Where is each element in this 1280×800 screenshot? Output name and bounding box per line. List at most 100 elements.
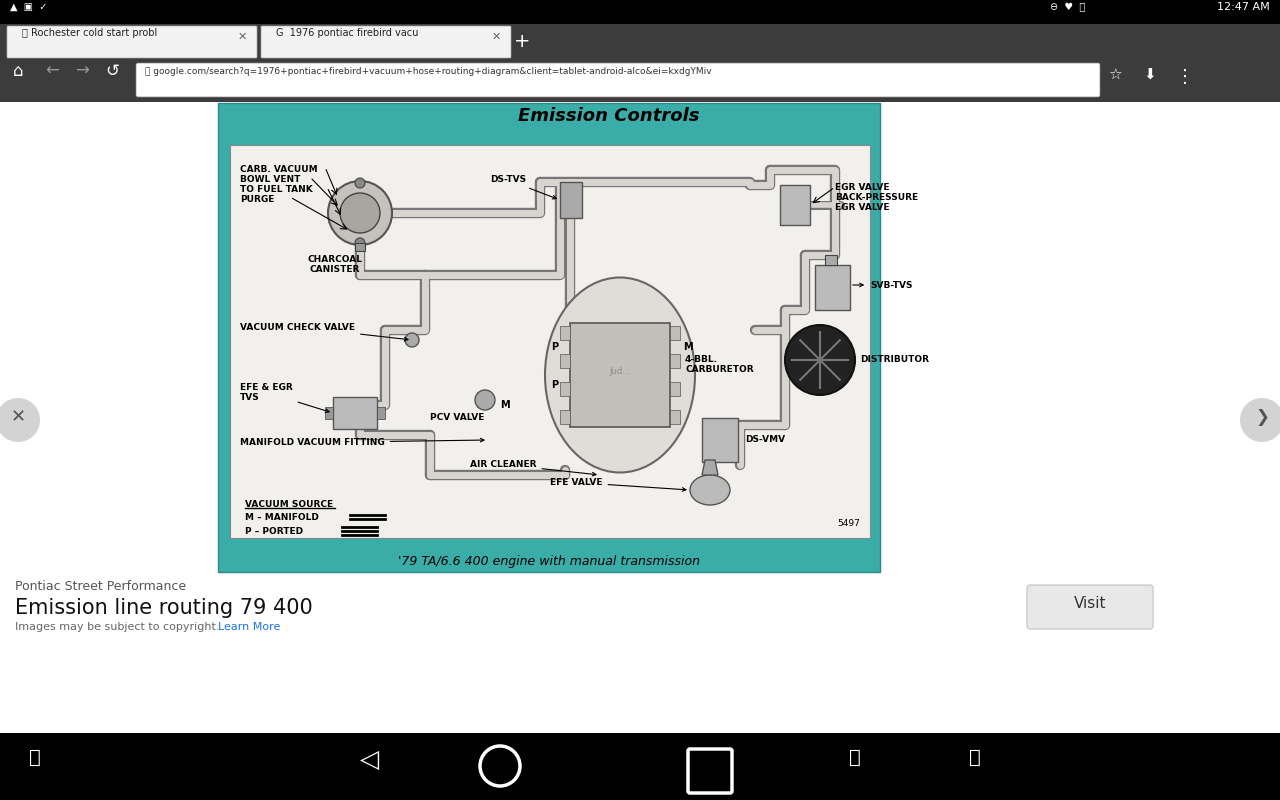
- Text: ⌂: ⌂: [13, 62, 23, 80]
- Text: Emission line routing 79 400: Emission line routing 79 400: [15, 598, 312, 618]
- Text: 📷: 📷: [29, 748, 41, 767]
- Text: ⋮: ⋮: [1176, 68, 1194, 86]
- Text: 🔉: 🔉: [969, 748, 980, 767]
- Text: DISTRIBUTOR: DISTRIBUTOR: [860, 355, 929, 364]
- Circle shape: [785, 325, 855, 395]
- Text: G  1976 pontiac firebird vacu: G 1976 pontiac firebird vacu: [276, 28, 419, 38]
- Text: PURGE: PURGE: [241, 195, 274, 204]
- Bar: [0, 60, 1280, 102]
- Text: TO FUEL TANK: TO FUEL TANK: [241, 185, 312, 194]
- Bar: [561, 354, 570, 368]
- Text: Visit: Visit: [1074, 596, 1106, 611]
- Text: CANISTER: CANISTER: [310, 265, 360, 274]
- Text: AIR CLEANER: AIR CLEANER: [470, 460, 596, 476]
- Text: Jud...: Jud...: [609, 367, 631, 376]
- Text: Learn More: Learn More: [218, 622, 280, 632]
- Bar: [325, 407, 333, 419]
- Text: CARBURETOR: CARBURETOR: [685, 365, 754, 374]
- Bar: [0, 102, 1280, 733]
- Text: EFE & EGR
TVS: EFE & EGR TVS: [241, 382, 329, 413]
- Text: P: P: [552, 380, 558, 390]
- Bar: [780, 185, 810, 225]
- Text: VACUUM CHECK VALVE: VACUUM CHECK VALVE: [241, 322, 408, 341]
- Text: 4-BBL.: 4-BBL.: [685, 355, 718, 364]
- Text: ✕: ✕: [10, 408, 26, 426]
- Text: ✕: ✕: [237, 32, 247, 42]
- Polygon shape: [701, 460, 718, 475]
- Circle shape: [404, 333, 419, 347]
- Ellipse shape: [690, 475, 730, 505]
- Text: CARB. VACUUM: CARB. VACUUM: [241, 165, 317, 174]
- Bar: [570, 323, 669, 427]
- Text: Emission Controls: Emission Controls: [518, 107, 700, 125]
- Circle shape: [355, 238, 365, 248]
- Bar: [561, 410, 570, 424]
- Text: CHARCOAL: CHARCOAL: [307, 255, 362, 264]
- Text: ❯: ❯: [1256, 408, 1268, 426]
- Bar: [561, 326, 570, 340]
- Text: DS-TVS: DS-TVS: [490, 175, 557, 199]
- Circle shape: [475, 390, 495, 410]
- Text: P: P: [552, 342, 558, 352]
- Text: Pontiac Street Performance: Pontiac Street Performance: [15, 580, 186, 593]
- Circle shape: [1240, 398, 1280, 442]
- Bar: [230, 145, 870, 538]
- Bar: [333, 397, 378, 429]
- FancyBboxPatch shape: [6, 26, 257, 58]
- Text: ⬇: ⬇: [1143, 68, 1156, 83]
- Text: BACK-PRESSURE: BACK-PRESSURE: [835, 193, 918, 202]
- Text: →: →: [76, 62, 88, 80]
- Text: EFE VALVE: EFE VALVE: [550, 478, 686, 491]
- Bar: [378, 407, 385, 419]
- Bar: [561, 382, 570, 396]
- Bar: [669, 410, 680, 424]
- Text: ✕: ✕: [492, 32, 500, 42]
- Text: '79 TA/6.6 400 engine with manual transmission: '79 TA/6.6 400 engine with manual transm…: [398, 555, 700, 568]
- Bar: [826, 255, 837, 265]
- Bar: [669, 326, 680, 340]
- Bar: [0, 24, 1280, 60]
- Circle shape: [340, 193, 380, 233]
- Bar: [218, 103, 881, 572]
- Text: PCV VALVE: PCV VALVE: [430, 413, 484, 422]
- Circle shape: [328, 181, 392, 245]
- Bar: [669, 354, 680, 368]
- Text: ⊖  ♥  🔋: ⊖ ♥ 🔋: [1050, 2, 1085, 12]
- Text: Images may be subject to copyright.: Images may be subject to copyright.: [15, 622, 219, 632]
- Text: 🔥 Rochester cold start probl: 🔥 Rochester cold start probl: [22, 28, 157, 38]
- Text: ☆: ☆: [1108, 68, 1121, 83]
- Text: 5497: 5497: [837, 519, 860, 528]
- Text: EGR VALVE: EGR VALVE: [835, 183, 890, 192]
- Text: +: +: [513, 32, 530, 51]
- Text: ↺: ↺: [105, 62, 119, 80]
- Bar: [669, 382, 680, 396]
- FancyBboxPatch shape: [1027, 585, 1153, 629]
- Bar: [0, 733, 1280, 800]
- Text: M – MANIFOLD: M – MANIFOLD: [244, 513, 319, 522]
- Ellipse shape: [545, 278, 695, 473]
- Text: 🔈: 🔈: [849, 748, 861, 767]
- Text: ◁: ◁: [361, 748, 380, 772]
- Bar: [355, 243, 365, 251]
- Text: P – PORTED: P – PORTED: [244, 527, 303, 536]
- Text: M: M: [684, 342, 692, 352]
- Circle shape: [0, 398, 40, 442]
- Text: ←: ←: [45, 62, 59, 80]
- Bar: [815, 265, 850, 310]
- Bar: [0, 0, 1280, 24]
- Text: ▲  ▣  ✓: ▲ ▣ ✓: [10, 2, 47, 12]
- Circle shape: [355, 178, 365, 188]
- Text: EGR VALVE: EGR VALVE: [835, 203, 890, 212]
- Bar: [561, 182, 582, 218]
- Text: MANIFOLD VACUUM FITTING: MANIFOLD VACUUM FITTING: [241, 438, 484, 447]
- Text: M: M: [500, 400, 509, 410]
- Text: 🔒 google.com/search?q=1976+pontiac+firebird+vacuum+hose+routing+diagram&client=t: 🔒 google.com/search?q=1976+pontiac+fireb…: [145, 67, 712, 76]
- Text: DS-VMV: DS-VMV: [745, 435, 785, 444]
- Text: SVB-TVS: SVB-TVS: [852, 281, 913, 290]
- Text: 12:47 AM: 12:47 AM: [1217, 2, 1270, 12]
- Text: VACUUM SOURCE: VACUUM SOURCE: [244, 500, 333, 509]
- FancyBboxPatch shape: [136, 63, 1100, 97]
- FancyBboxPatch shape: [261, 26, 511, 58]
- Text: BOWL VENT: BOWL VENT: [241, 175, 301, 184]
- Bar: [701, 418, 739, 462]
